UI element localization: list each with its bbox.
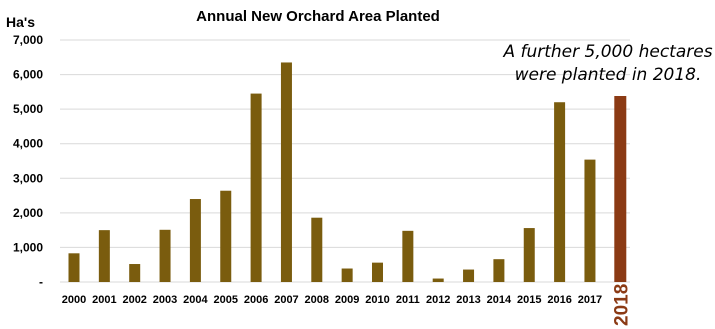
bar-2003 <box>159 229 171 282</box>
x-tick-label-2007: 2007 <box>274 294 298 306</box>
x-tick-label-2013: 2013 <box>456 294 480 306</box>
x-tick-labels: 2000 2001 2002 2003 2004 2005 2006 2007 2008 2009… <box>62 284 633 326</box>
x-tick-label-2006: 2006 <box>244 294 268 306</box>
x-tick-label-2014: 2014 <box>487 294 512 306</box>
x-tick-label-2009: 2009 <box>335 294 359 306</box>
x-tick-label-2016: 2016 <box>547 294 571 306</box>
chart-title: Annual New Orchard Area Planted <box>196 8 440 25</box>
y-tick-label: 7,000 <box>13 33 43 47</box>
bar-2011 <box>402 230 414 282</box>
x-tick-label-2008: 2008 <box>305 294 329 306</box>
bars <box>68 62 627 283</box>
annotation-line-1: A further 5,000 hectares <box>502 42 712 62</box>
x-tick-label-2011: 2011 <box>396 294 420 306</box>
bar-2017 <box>584 159 596 282</box>
bar-2008 <box>311 217 323 282</box>
y-tick-label: 1,000 <box>13 240 43 254</box>
x-tick-label-2015: 2015 <box>517 294 541 306</box>
x-tick-label-2012: 2012 <box>426 294 450 306</box>
x-tick-label-2002: 2002 <box>122 294 146 306</box>
bar-2018 <box>614 96 627 283</box>
bar-2013 <box>463 269 475 282</box>
bar-2002 <box>129 264 141 282</box>
y-tick-label: 3,000 <box>13 171 43 185</box>
y-tick-label: 4,000 <box>13 137 43 151</box>
x-tick-label-2000: 2000 <box>62 294 86 306</box>
y-tick-label: 2,000 <box>13 206 43 220</box>
y-axis-label: Ha's <box>6 14 35 30</box>
y-tick-label: - <box>39 275 43 289</box>
bar-2007 <box>280 62 292 282</box>
x-tick-label-2017: 2017 <box>578 294 602 306</box>
bar-2016 <box>554 102 566 282</box>
bar-2001 <box>98 230 110 282</box>
y-tick-labels: - 1,000 2,000 3,000 4,000 5,000 6,000 7,000 <box>13 33 43 289</box>
bar-2000 <box>68 253 80 282</box>
x-tick-label-2005: 2005 <box>214 294 238 306</box>
annotation-line-2: were planted in 2018. <box>515 65 702 85</box>
x-tick-label-2018: 2018 <box>611 284 632 326</box>
bar-2015 <box>523 228 535 282</box>
gridlines <box>60 39 630 283</box>
bar-2014 <box>493 259 505 282</box>
bar-2006 <box>250 93 262 282</box>
y-tick-label: 6,000 <box>13 68 43 82</box>
bar-2009 <box>341 268 353 282</box>
x-tick-label-2001: 2001 <box>92 294 116 306</box>
y-tick-label: 5,000 <box>13 102 43 116</box>
x-tick-label-2010: 2010 <box>365 294 389 306</box>
bar-2010 <box>372 262 383 282</box>
bar-2012 <box>432 278 444 282</box>
bar-2004 <box>189 199 201 282</box>
bar-2005 <box>220 190 232 282</box>
x-tick-label-2003: 2003 <box>153 294 177 306</box>
x-tick-label-2004: 2004 <box>183 294 208 306</box>
